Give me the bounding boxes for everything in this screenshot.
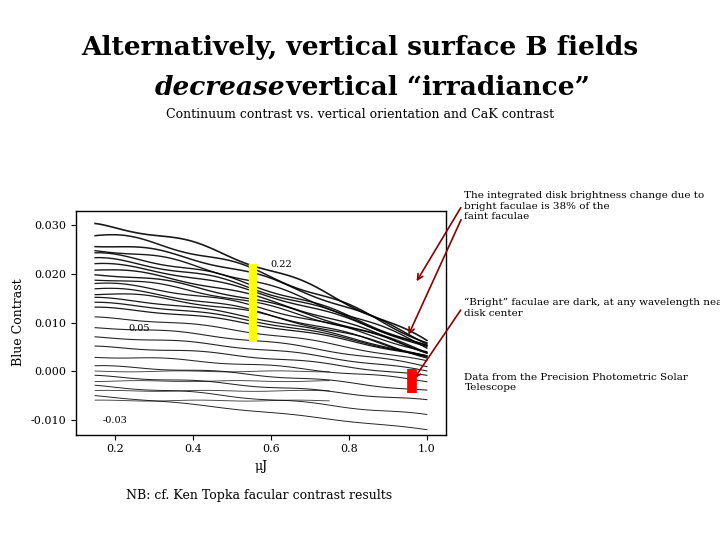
Y-axis label: Blue Contrast: Blue Contrast [12, 279, 24, 367]
Text: decrease: decrease [155, 75, 285, 99]
X-axis label: μJ: μJ [254, 460, 268, 473]
Text: Continuum contrast vs. vertical orientation and CaK contrast: Continuum contrast vs. vertical orientat… [166, 108, 554, 121]
Text: -0.03: -0.03 [103, 415, 127, 424]
Text: NB: cf. Ken Topka facular contrast results: NB: cf. Ken Topka facular contrast resul… [126, 489, 392, 502]
Text: 0.22: 0.22 [271, 260, 292, 268]
Text: 0.05: 0.05 [128, 325, 150, 333]
Text: vertical “irradiance”: vertical “irradiance” [277, 75, 590, 99]
Text: Alternatively, vertical surface B fields: Alternatively, vertical surface B fields [81, 35, 639, 60]
Text: “Bright” faculae are dark, at any wavelength near
disk center: “Bright” faculae are dark, at any wavele… [464, 298, 720, 318]
Text: The integrated disk brightness change due to
bright faculae is 38% of the
faint : The integrated disk brightness change du… [464, 191, 705, 221]
Text: Data from the Precision Photometric Solar
Telescope: Data from the Precision Photometric Sola… [464, 373, 688, 392]
